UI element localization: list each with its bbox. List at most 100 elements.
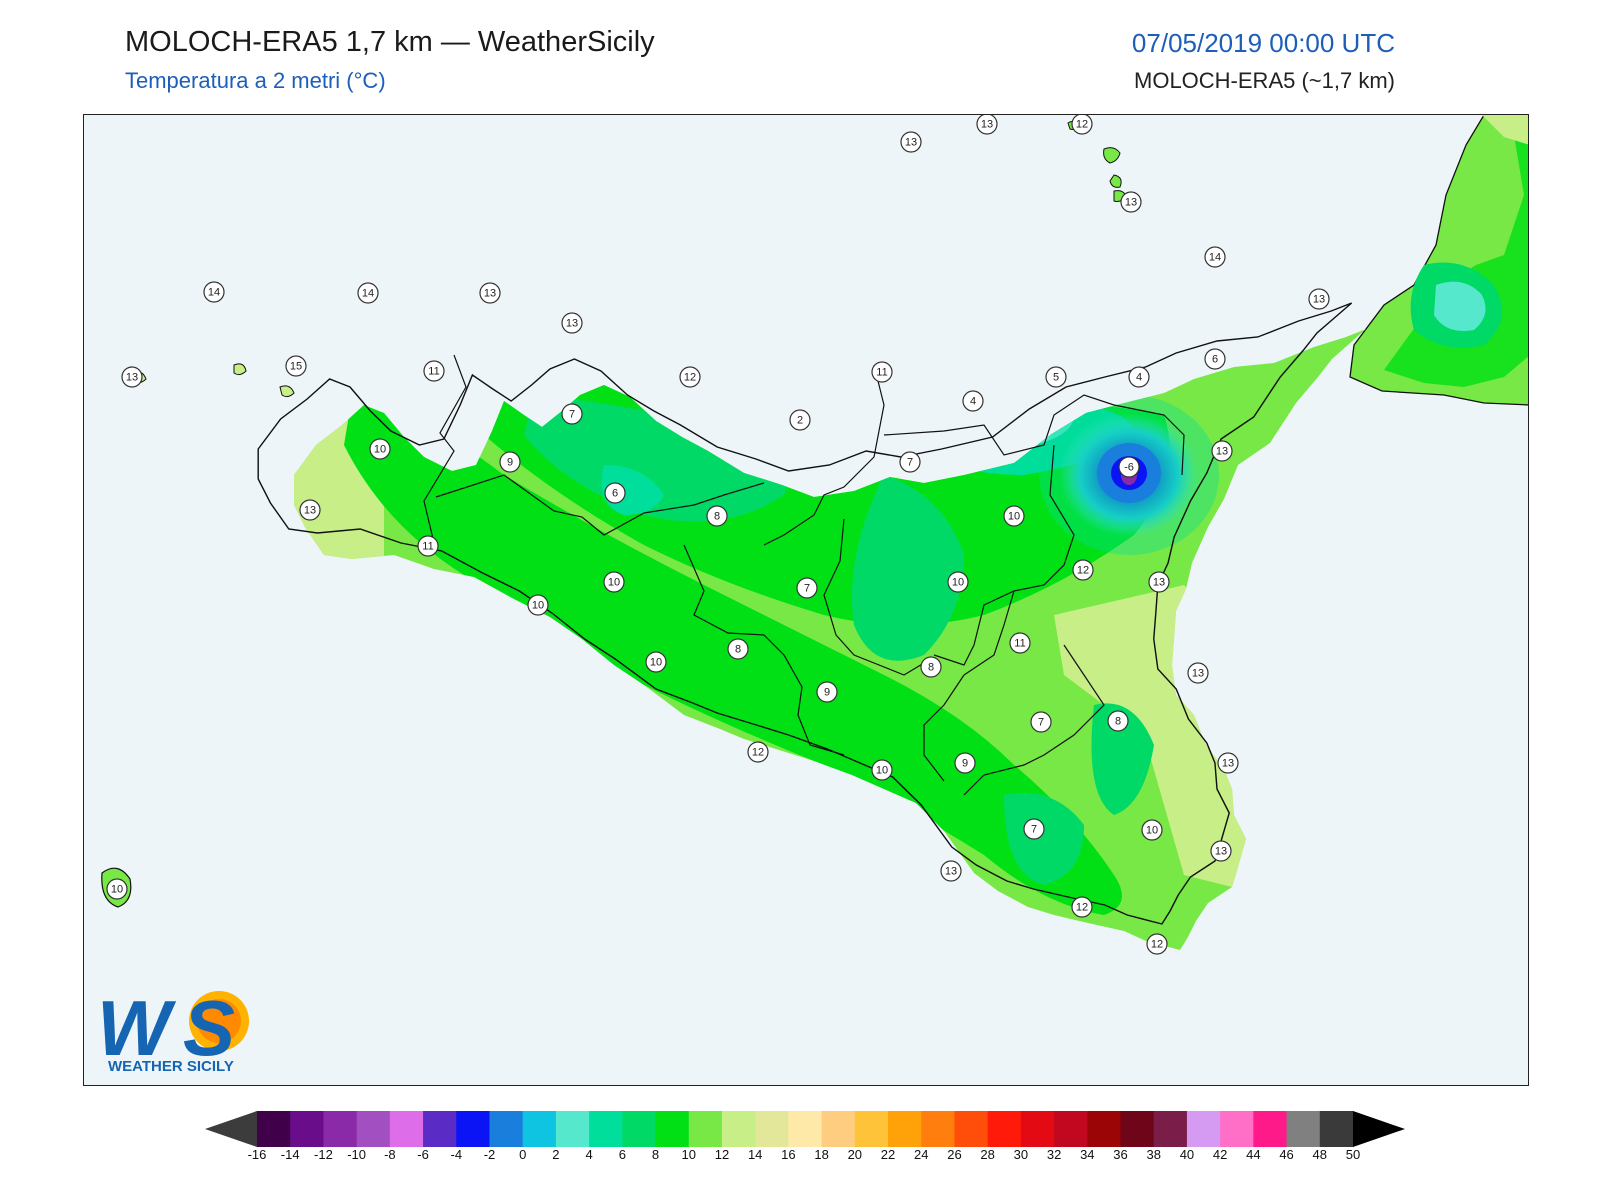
svg-text:13: 13: [905, 137, 917, 149]
colorbar-tick-label: 46: [1279, 1147, 1294, 1162]
svg-text:12: 12: [1076, 902, 1088, 914]
svg-text:14: 14: [1209, 252, 1221, 264]
svg-text:8: 8: [735, 644, 741, 656]
colorbar-tick-label: 0: [519, 1147, 527, 1162]
temperature-map: 13 13 12 13 14 13 14 13 13 13 15 11 12 11 5 4 6 7 2 4 13 10 9 6…: [84, 115, 1528, 1085]
station-label: 8: [727, 638, 749, 660]
svg-text:8: 8: [928, 662, 934, 674]
station-label: 9: [499, 451, 521, 473]
station-label: 13: [299, 499, 321, 521]
colorbar-swatch: [755, 1111, 789, 1147]
station-label: 14: [1204, 246, 1226, 268]
colorbar-swatch: [888, 1111, 922, 1147]
colorbar-swatch: [1054, 1111, 1088, 1147]
colorbar-tick-label: -6: [417, 1147, 429, 1162]
station-label: 7: [899, 451, 921, 473]
colorbar-tick-label: -12: [314, 1147, 333, 1162]
svg-text:10: 10: [1008, 511, 1020, 523]
colorbar-swatch: [323, 1111, 358, 1147]
svg-text:8: 8: [714, 511, 720, 523]
svg-text:6: 6: [1212, 354, 1218, 366]
colorbar-under-arrow: [205, 1111, 257, 1147]
svg-text:4: 4: [1136, 372, 1142, 384]
svg-text:8: 8: [1115, 716, 1121, 728]
station-label: 13: [1187, 662, 1209, 684]
colorbar-swatch: [655, 1111, 690, 1147]
colorbar-tick-label: 2: [552, 1147, 560, 1162]
station-label: 13: [1308, 288, 1330, 310]
svg-text:W: W: [97, 984, 177, 1072]
station-label: 8: [706, 505, 728, 527]
colorbar-tick-label: 34: [1080, 1147, 1095, 1162]
svg-text:7: 7: [804, 583, 810, 595]
station-label: 13: [479, 282, 501, 304]
station-label: 13: [1120, 191, 1142, 213]
svg-text:10: 10: [952, 577, 964, 589]
colorbar-over-arrow: [1353, 1111, 1405, 1147]
station-label: 12: [1146, 933, 1168, 955]
colorbar-tick-label: -10: [347, 1147, 367, 1162]
svg-text:13: 13: [981, 119, 993, 131]
station-label: 8: [1107, 710, 1129, 732]
station-label: 13: [1148, 571, 1170, 593]
svg-text:13: 13: [1215, 846, 1227, 858]
colorbar-swatch: [1186, 1111, 1221, 1147]
station-label: 6: [604, 482, 626, 504]
colorbar-tick-label: 18: [814, 1147, 829, 1162]
colorbar-swatch: [356, 1111, 391, 1147]
colorbar-tick-label: 28: [980, 1147, 995, 1162]
forecast-datetime: 07/05/2019 00:00 UTC: [1131, 28, 1395, 58]
svg-text:13: 13: [1153, 577, 1165, 589]
svg-text:7: 7: [1031, 824, 1037, 836]
colorbar-swatch: [921, 1111, 955, 1147]
colorbar-swatch: [688, 1111, 723, 1147]
station-label: 13: [1211, 440, 1233, 462]
colorbar-swatch: [954, 1111, 989, 1147]
colorbar-swatch: [423, 1111, 457, 1147]
colorbar-tick-label: 30: [1013, 1147, 1029, 1162]
province-boundaries: [423, 354, 1185, 796]
colorbar-tick-label: 36: [1113, 1147, 1128, 1162]
station-label: 7: [796, 577, 818, 599]
station-label: 10: [871, 759, 893, 781]
station-label: 5: [1045, 366, 1067, 388]
colorbar-swatch: [1253, 1111, 1288, 1147]
station-label: 8: [920, 656, 942, 678]
svg-text:2: 2: [797, 415, 803, 427]
station-label: 12: [1071, 115, 1093, 135]
colorbar-swatch: [589, 1111, 623, 1147]
svg-text:4: 4: [970, 396, 976, 408]
station-label: 12: [679, 366, 701, 388]
colorbar-swatch: [854, 1111, 889, 1147]
svg-text:11: 11: [428, 366, 439, 378]
station-label: 14: [357, 282, 379, 304]
colorbar-tick-label: 26: [947, 1147, 962, 1162]
station-label: 10: [1003, 505, 1025, 527]
svg-text:11: 11: [422, 541, 433, 553]
station-label: 6: [1204, 348, 1226, 370]
svg-text:12: 12: [1151, 939, 1163, 951]
colorbar-tick-label: 50: [1345, 1147, 1361, 1162]
station-label: 10: [369, 438, 391, 460]
station-label: 9: [954, 752, 976, 774]
station-labels: 13 13 12 13 14 13 14 13 13 13 15 11 12 11 5 4 6 7 2 4 13 10 9 6…: [106, 115, 1330, 955]
colorbar-swatch: [821, 1111, 856, 1147]
calabria-landmass: [1349, 115, 1528, 406]
colorbar-tick-label: 42: [1212, 1147, 1228, 1162]
svg-text:12: 12: [1077, 565, 1089, 577]
model-name: MOLOCH-ERA5 (~1,7 km): [1134, 68, 1395, 93]
station-label: 13: [900, 131, 922, 153]
station-label: 4: [962, 390, 984, 412]
colorbar-swatch: [489, 1111, 524, 1147]
svg-text:7: 7: [569, 409, 575, 421]
station-label: 12: [1072, 559, 1094, 581]
svg-text:9: 9: [962, 758, 968, 770]
colorbar-swatch: [1286, 1111, 1321, 1147]
colorbar-tick-label: -2: [483, 1147, 496, 1162]
svg-text:5: 5: [1053, 372, 1059, 384]
svg-text:13: 13: [126, 372, 138, 384]
svg-text:13: 13: [566, 318, 578, 330]
colorbar-swatch: [1020, 1111, 1055, 1147]
station-label: 13: [976, 115, 998, 135]
colorbar-tick-label: 38: [1146, 1147, 1161, 1162]
